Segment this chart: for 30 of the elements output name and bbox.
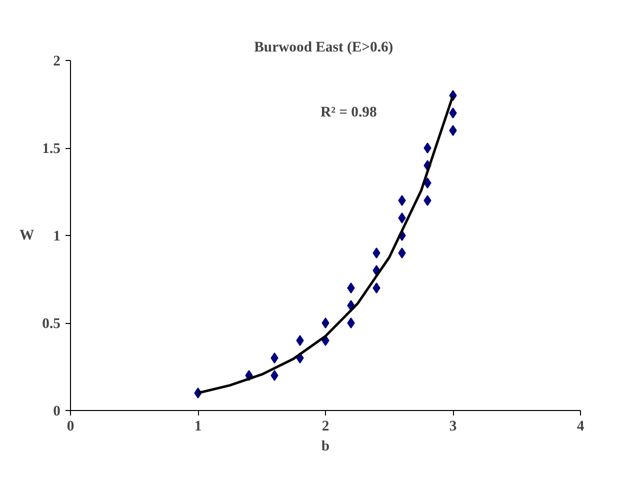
point [322,318,330,328]
y-tick-label: 1.5 [42,141,61,157]
y-tick-label: 2 [53,54,60,70]
y-tick-label: 1 [53,228,60,244]
point [398,212,406,224]
y-tick-label: 0.5 [42,316,61,332]
chart-title: Burwood East (E>0.6) [254,40,394,56]
point [449,125,457,136]
point [270,370,278,381]
point [424,142,432,154]
x-tick-label: 3 [449,418,457,434]
x-tick-label: 2 [322,418,330,434]
point [372,282,380,294]
y-axis-title: W [20,228,35,244]
point [347,318,355,328]
point [347,282,355,294]
point [424,195,432,206]
x-axis-title: b [321,438,330,454]
point [398,248,406,258]
point [424,178,432,188]
annotation: R² = 0.98 [320,104,377,120]
point [372,248,380,258]
point [296,335,304,346]
point [449,108,457,118]
x-tick-label: 4 [576,418,585,434]
x-tick-label: 0 [66,418,74,434]
x-tick-label: 1 [194,418,202,434]
point [270,352,278,364]
point [398,195,406,206]
y-tick-label: 0 [53,404,60,420]
